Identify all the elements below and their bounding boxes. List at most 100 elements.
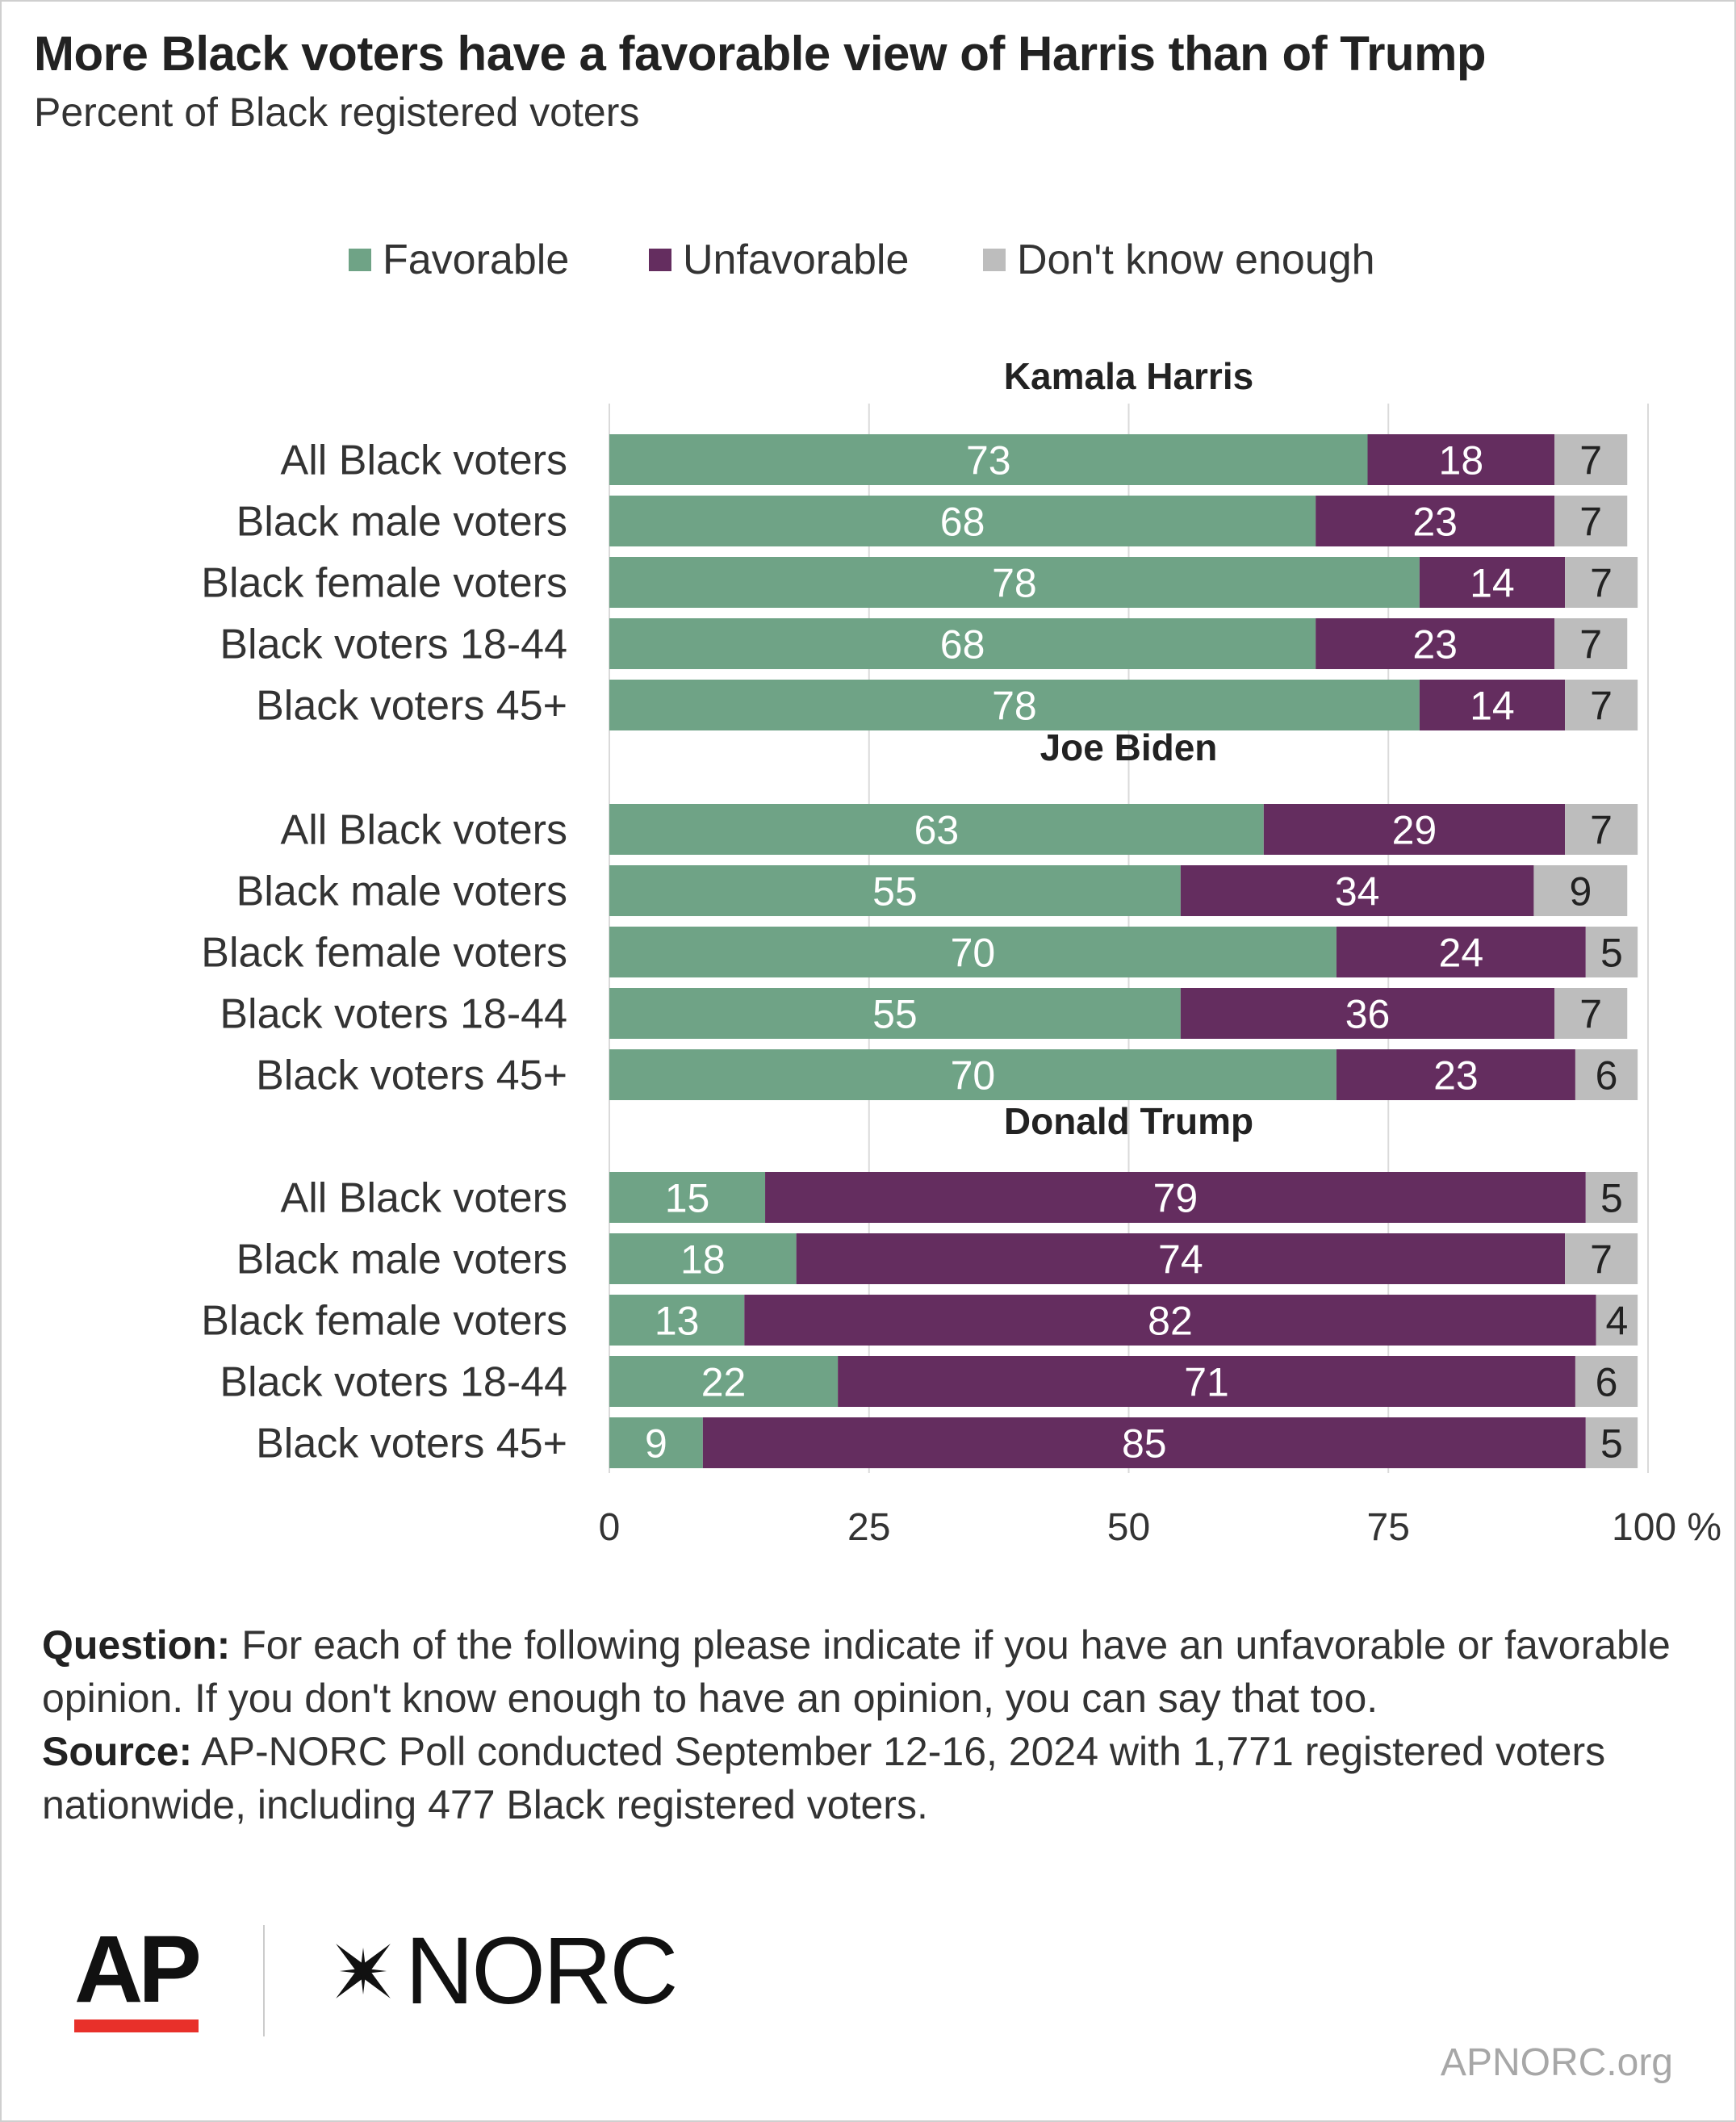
data-label: 5: [1600, 1421, 1623, 1467]
legend-item-unfavorable: Unfavorable: [649, 236, 909, 284]
bar-segment-don-t-know-enough: [1565, 804, 1638, 855]
category-label: Black voters 45+: [256, 683, 567, 730]
bar-segment-favorable: [609, 1049, 1337, 1100]
category-label: Black voters 45+: [256, 1053, 567, 1099]
legend-label-dont-know: Don't know enough: [1017, 236, 1375, 283]
bar-segment-don-t-know-enough: [1585, 1417, 1638, 1468]
bar-segment-favorable: [609, 865, 1181, 916]
category-label: Black male voters: [236, 499, 567, 546]
legend-swatch-unfavorable: [649, 249, 671, 271]
legend-item-dont-know: Don't know enough: [983, 236, 1375, 284]
category-label: Black male voters: [236, 1237, 567, 1283]
data-label: 6: [1596, 1360, 1618, 1405]
chart-title: More Black voters have a favorable view …: [34, 27, 1487, 81]
bar-segment-don-t-know-enough: [1585, 1172, 1638, 1223]
x-tick-label: 25: [847, 1506, 890, 1549]
source-text: AP-NORC Poll conducted September 12-16, …: [42, 1729, 1606, 1827]
footer-url: APNORC.org: [1440, 2041, 1673, 2084]
data-label: 14: [1470, 561, 1515, 606]
bar-segment-unfavorable: [1367, 434, 1555, 485]
bar-segment-favorable: [609, 496, 1316, 546]
bar-segment-favorable: [609, 1295, 745, 1346]
chart-subtitle: Percent of Black registered voters: [34, 90, 640, 135]
data-label: 85: [1122, 1421, 1167, 1467]
data-label: 9: [645, 1421, 667, 1467]
bar-segment-don-t-know-enough: [1585, 927, 1638, 977]
data-label: 74: [1158, 1237, 1203, 1283]
data-label: 79: [1153, 1176, 1198, 1221]
bar-segment-unfavorable: [1336, 927, 1586, 977]
bar-segment-unfavorable: [744, 1295, 1596, 1346]
bar-segment-unfavorable: [1263, 804, 1566, 855]
data-label: 7: [1579, 622, 1602, 668]
data-label: 7: [1590, 684, 1613, 729]
legend-swatch-dont-know: [983, 249, 1006, 271]
bar-segment-favorable: [609, 988, 1181, 1039]
data-label: 6: [1596, 1053, 1618, 1099]
legend-item-favorable: Favorable: [349, 236, 569, 284]
bar-segment-don-t-know-enough: [1575, 1049, 1638, 1100]
bar-segment-don-t-know-enough: [1565, 557, 1638, 608]
category-label: Black voters 18-44: [220, 1359, 567, 1406]
legend-swatch-favorable: [349, 249, 371, 271]
bar-segment-favorable: [609, 434, 1368, 485]
bar-segment-favorable: [609, 1417, 703, 1468]
data-label: 23: [1433, 1053, 1479, 1099]
source-label: Source:: [42, 1729, 193, 1774]
group-title: Kamala Harris: [1004, 355, 1253, 397]
data-label: 14: [1470, 684, 1515, 729]
bar-segment-unfavorable: [1316, 618, 1555, 669]
bar-segment-favorable: [609, 1233, 797, 1284]
legend: Favorable Unfavorable Don't know enough: [0, 236, 1736, 292]
footer-divider: [263, 1925, 265, 2036]
category-label: Black female voters: [201, 560, 567, 607]
category-label: Black male voters: [236, 868, 567, 915]
bar-segment-unfavorable: [1180, 988, 1555, 1039]
category-label: All Black voters: [281, 1175, 567, 1222]
bar-segment-favorable: [609, 1172, 766, 1223]
bar-segment-unfavorable: [1419, 680, 1566, 730]
data-label: 55: [872, 992, 918, 1037]
data-label: 9: [1569, 869, 1592, 915]
data-label: 13: [655, 1299, 700, 1344]
bar-segment-don-t-know-enough: [1596, 1295, 1638, 1346]
question-text: For each of the following please indicat…: [42, 1622, 1671, 1721]
bar-segment-don-t-know-enough: [1554, 434, 1628, 485]
bar-segment-favorable: [609, 680, 1420, 730]
category-label: Black female voters: [201, 1298, 567, 1345]
data-label: 70: [951, 1053, 996, 1099]
data-label: 15: [665, 1176, 710, 1221]
bar-segment-favorable: [609, 804, 1264, 855]
data-label: 70: [951, 931, 996, 976]
category-label: Black voters 45+: [256, 1421, 567, 1467]
bar-segment-don-t-know-enough: [1565, 1233, 1638, 1284]
data-label: 7: [1590, 808, 1613, 853]
legend-label-unfavorable: Unfavorable: [683, 236, 910, 283]
norc-logo-text: NORC: [405, 1918, 678, 2024]
data-label: 63: [914, 808, 960, 853]
bar-segment-unfavorable: [1180, 865, 1534, 916]
category-label: Black voters 18-44: [220, 991, 567, 1038]
group-title: Joe Biden: [1040, 726, 1218, 768]
question-label: Question:: [42, 1622, 231, 1668]
data-label: 7: [1579, 438, 1602, 483]
data-label: 18: [680, 1237, 726, 1283]
category-label: Black voters 18-44: [220, 622, 567, 668]
data-label: 23: [1412, 622, 1458, 668]
data-label: 73: [966, 438, 1011, 483]
bar-segment-unfavorable: [796, 1233, 1566, 1284]
norc-logo: NORC: [321, 1916, 678, 2026]
category-label: Black female voters: [201, 930, 567, 977]
data-label: 68: [940, 500, 985, 545]
data-label: 36: [1345, 992, 1391, 1037]
bar-segment-unfavorable: [1336, 1049, 1575, 1100]
data-label: 82: [1148, 1299, 1193, 1344]
group-title: Donald Trump: [1004, 1100, 1253, 1142]
data-label: 5: [1600, 1176, 1623, 1221]
bar-segment-favorable: [609, 618, 1316, 669]
data-label: 29: [1392, 808, 1437, 853]
bar-segment-unfavorable: [838, 1356, 1575, 1407]
x-tick-label: 100 %: [1612, 1506, 1721, 1549]
data-label: 7: [1579, 992, 1602, 1037]
